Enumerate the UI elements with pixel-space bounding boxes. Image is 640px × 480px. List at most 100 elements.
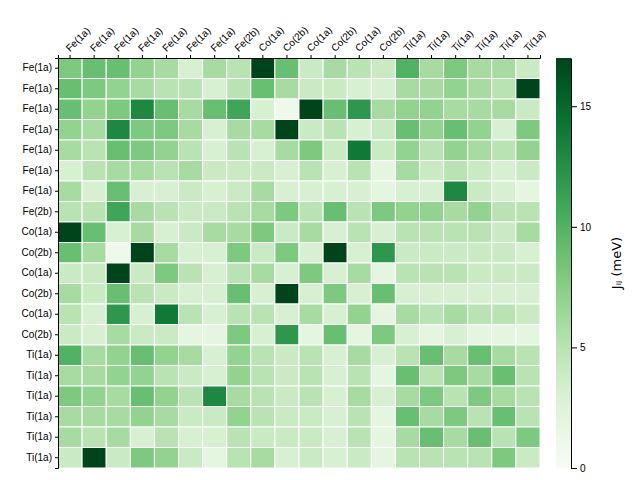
cell	[203, 366, 227, 387]
cell	[106, 284, 130, 305]
y-tick: Ti(1a)	[26, 431, 58, 442]
cell	[227, 243, 251, 264]
x-tick-mark	[214, 55, 215, 58]
cell	[154, 366, 178, 387]
cell	[468, 263, 492, 284]
y-tick-mark	[55, 252, 58, 253]
cell	[395, 99, 419, 120]
cell	[323, 284, 347, 305]
cell	[130, 161, 154, 182]
y-tick-label: Ti(1a)	[26, 411, 52, 422]
x-tick: Fe(1a)	[136, 25, 165, 58]
cell	[179, 181, 203, 202]
cell	[347, 366, 371, 387]
y-tick-label: Co(1a)	[21, 267, 52, 278]
cell	[347, 243, 371, 264]
cell	[203, 243, 227, 264]
cell	[299, 304, 323, 325]
y-tick-label: Fe(1a)	[23, 103, 52, 114]
cell	[468, 407, 492, 428]
cell	[106, 325, 130, 346]
cell	[323, 140, 347, 161]
cell	[106, 448, 130, 469]
cell	[179, 79, 203, 100]
cell	[420, 448, 444, 469]
cell	[130, 366, 154, 387]
cell	[106, 120, 130, 141]
y-tick-label: Co(2b)	[21, 288, 52, 299]
cell	[179, 222, 203, 243]
cell	[227, 222, 251, 243]
plot: Fe(1a)Fe(1a)Fe(1a)Fe(1a)Fe(1a)Fe(1a)Fe(1…	[21, 24, 623, 473]
x-tick: Ti(1a)	[401, 28, 427, 58]
cell	[154, 284, 178, 305]
y-tick-mark	[55, 375, 58, 376]
cell	[179, 386, 203, 407]
cell	[179, 140, 203, 161]
y-tick-mark	[55, 109, 58, 110]
cell	[299, 222, 323, 243]
cell	[106, 181, 130, 202]
cell	[395, 120, 419, 141]
x-tick-mark	[383, 55, 384, 58]
cell	[468, 99, 492, 120]
cell	[299, 448, 323, 469]
cell	[203, 222, 227, 243]
cell	[420, 407, 444, 428]
cell	[203, 79, 227, 100]
colorbar-axis: 051015	[571, 59, 592, 474]
cell	[347, 427, 371, 448]
cell	[130, 448, 154, 469]
cell	[420, 304, 444, 325]
cell	[516, 345, 540, 366]
cell	[203, 161, 227, 182]
cell	[154, 386, 178, 407]
cell	[323, 120, 347, 141]
cell	[468, 284, 492, 305]
x-tick-mark	[431, 55, 432, 58]
cell	[154, 325, 178, 346]
x-tick-mark	[407, 55, 408, 58]
cell	[492, 161, 516, 182]
cell	[106, 345, 130, 366]
y-tick: Fe(1a)	[23, 165, 58, 176]
x-tick-label: Ti(1a)	[449, 28, 475, 54]
cell	[444, 407, 468, 428]
cell	[154, 304, 178, 325]
cell	[154, 243, 178, 264]
cell	[395, 284, 419, 305]
cell	[82, 304, 106, 325]
cell	[299, 181, 323, 202]
cell	[154, 120, 178, 141]
cell	[492, 284, 516, 305]
y-tick: Fe(1a)	[23, 83, 58, 94]
cell	[203, 120, 227, 141]
cell	[468, 325, 492, 346]
cell	[323, 386, 347, 407]
y-tick-mark	[55, 68, 58, 69]
y-tick-label: Ti(1a)	[26, 349, 52, 360]
cell	[82, 79, 106, 100]
cell	[444, 58, 468, 79]
cell	[154, 222, 178, 243]
cell	[179, 284, 203, 305]
cell	[106, 161, 130, 182]
colorbar-tick-mark	[571, 106, 577, 107]
y-tick-label: Fe(1a)	[23, 144, 52, 155]
cell	[444, 140, 468, 161]
cell	[395, 181, 419, 202]
cell	[492, 263, 516, 284]
x-tick-mark	[142, 55, 143, 58]
cell	[275, 202, 299, 223]
cell	[130, 325, 154, 346]
cell	[227, 263, 251, 284]
cell	[420, 345, 444, 366]
cell	[299, 325, 323, 346]
y-tick-mark	[55, 293, 58, 294]
cell	[444, 366, 468, 387]
y-tick-mark	[55, 191, 58, 192]
cell	[82, 181, 106, 202]
y-tick-label: Ti(1a)	[26, 431, 52, 442]
cell	[395, 345, 419, 366]
cell	[371, 222, 395, 243]
